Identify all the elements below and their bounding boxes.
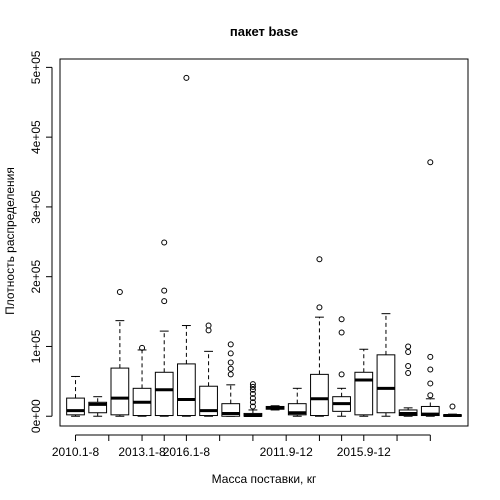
outlier-point	[406, 350, 411, 355]
y-tick-label: 2e+05	[29, 260, 43, 294]
outlier-point	[228, 360, 233, 365]
outlier-point	[406, 344, 411, 349]
x-tick-label: 2013.1-8	[118, 445, 166, 459]
box-5	[155, 240, 173, 416]
box-12	[311, 257, 329, 416]
outlier-point	[339, 330, 344, 335]
box-18	[444, 404, 462, 416]
outlier-point	[339, 372, 344, 377]
y-tick-label: 1e+05	[29, 329, 43, 363]
x-tick-label: 2010.1-8	[52, 445, 100, 459]
box-6	[178, 75, 196, 416]
box-rect	[178, 364, 196, 416]
box-7	[200, 323, 218, 416]
box-rect	[377, 355, 395, 413]
outlier-point	[428, 367, 433, 372]
box-9	[244, 382, 262, 417]
x-tick-label: 2011.9-12	[260, 445, 313, 459]
outlier-point	[162, 299, 167, 304]
y-tick-label: 4e+05	[29, 120, 43, 154]
outlier-point	[184, 75, 189, 80]
outlier-point	[228, 351, 233, 356]
outlier-point	[428, 354, 433, 359]
box-rect	[111, 368, 129, 415]
outlier-point	[428, 160, 433, 165]
y-tick-label: 5e+05	[29, 50, 43, 84]
box-2	[89, 397, 107, 417]
outlier-point	[228, 372, 233, 377]
outlier-point	[162, 288, 167, 293]
box-rect	[67, 398, 85, 415]
y-axis: 0e+00 1e+05 2e+05 3e+05 4e+05 5e+05	[29, 50, 52, 433]
box-17	[421, 160, 439, 416]
box-rect	[311, 374, 329, 415]
outlier-point	[228, 342, 233, 347]
y-tick-label: 3e+05	[29, 190, 43, 224]
x-tick-label: 2016.1-8	[163, 445, 211, 459]
box-15	[377, 314, 395, 417]
y-axis-label: Плотность распределения	[3, 167, 17, 315]
box-10	[266, 406, 284, 410]
box-3	[111, 290, 129, 417]
outlier-point	[428, 393, 433, 398]
boxes-group	[67, 75, 462, 416]
box-16	[399, 344, 417, 416]
box-13	[333, 317, 351, 416]
box-4	[133, 345, 151, 416]
box-rect	[155, 372, 173, 415]
x-tick-label: 2015.9-12	[337, 445, 391, 459]
outlier-point	[317, 305, 322, 310]
y-tick-label: 0e+00	[29, 399, 43, 433]
outlier-point	[228, 366, 233, 371]
outlier-point	[206, 323, 211, 328]
outlier-point	[317, 257, 322, 262]
outlier-point	[206, 328, 211, 333]
box-8	[222, 342, 240, 416]
outlier-point	[428, 381, 433, 386]
outlier-point	[450, 404, 455, 409]
outlier-point	[406, 370, 411, 375]
box-11	[288, 388, 306, 416]
chart-title: пакет base	[230, 24, 298, 39]
outlier-point	[339, 317, 344, 322]
outlier-point	[406, 363, 411, 368]
box-1	[67, 376, 85, 416]
x-axis-label: Масса поставки, кг	[212, 472, 317, 486]
outlier-point	[117, 290, 122, 295]
outlier-point	[162, 240, 167, 245]
box-14	[355, 349, 373, 416]
